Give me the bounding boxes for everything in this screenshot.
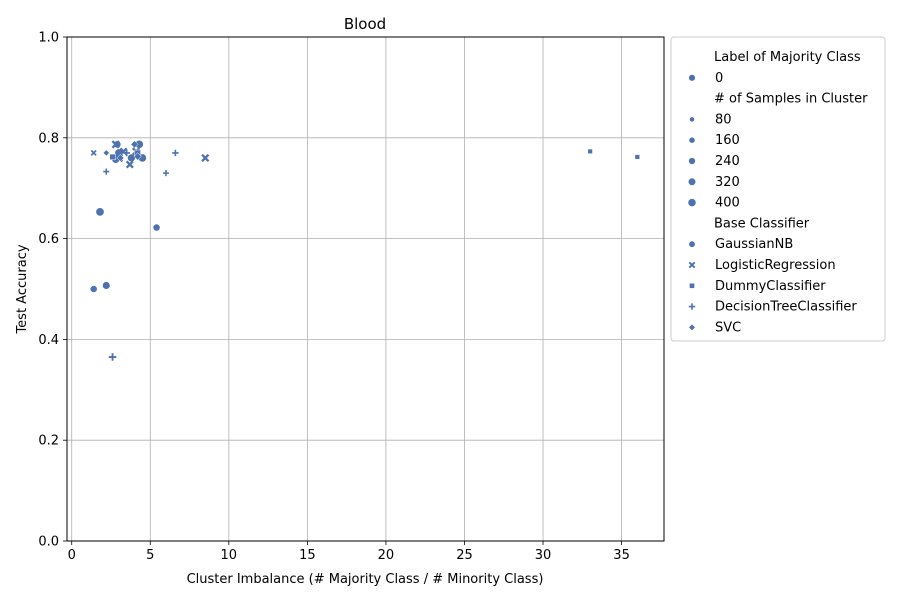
y-tick-label: 0.6 [38,232,59,247]
legend-hue-marker [688,74,696,82]
y-tick-label: 1.0 [38,31,59,46]
y-axis: 0.0 0.2 0.4 0.6 0.8 1.0 [38,31,67,550]
data-point-decisiontreeclassifier [108,353,117,361]
chart-title: Blood [344,15,386,33]
data-point-svc [133,152,142,161]
data-point-decisiontreeclassifier [172,149,179,157]
legend-size-marker [687,177,697,186]
x-tick-label: 20 [378,548,395,563]
legend-size-marker [688,157,696,165]
data-point-dummyclassifier [634,154,640,160]
legend-size-marker [688,136,696,144]
x-tick-label: 30 [535,548,552,563]
data-point-decisiontreeclassifier [123,149,130,157]
data-point-gaussiannb [152,223,161,232]
data-point-gaussiannb [95,207,105,217]
x-tick-label: 10 [221,548,238,563]
x-axis-label: Cluster Imbalance (# Majority Class / # … [187,572,544,587]
data-point-gaussiannb [102,281,111,290]
data-point-decisiontreeclassifier [162,170,170,177]
legend-style-label: LogisticRegression [715,258,836,273]
legend-style-marker-x [688,261,696,269]
legend-size-label: 160 [715,133,740,148]
legend-box [670,36,886,342]
legend-size-label: 240 [715,154,740,169]
data-point-logisticregression [125,160,134,169]
legend-style-marker-plus [688,303,696,310]
x-axis: 0 5 10 15 20 25 30 35 [68,541,630,563]
legend-hue-label: 0 [715,71,723,86]
x-tick-label: 5 [146,548,154,563]
legend-style-label: DummyClassifier [715,279,826,294]
data-point-gaussiannb [127,153,136,163]
data-point-svc [130,140,139,149]
legend-style-title: Base Classifier [714,216,810,231]
legend-style-label: DecisionTreeClassifier [715,300,857,315]
y-axis-label: Test Accuracy [15,244,30,334]
legend-style-label: GaussianNB [715,237,793,252]
data-point-logisticregression [90,149,97,156]
legend-size-label: 320 [715,175,740,190]
x-tick-label: 0 [68,548,76,563]
y-tick-label: 0.0 [38,535,59,550]
legend-size-label: 400 [715,196,740,211]
legend: Label of Majority Class 0 # of Samples in … [670,36,886,342]
data-point-dummyclassifier [587,148,593,155]
legend-style-marker-square [689,282,695,289]
legend-hue-title: Label of Majority Class [714,50,861,65]
x-tick-label: 15 [299,548,316,563]
data-point-dummyclassifier [109,153,116,161]
legend-size-label: 80 [715,112,732,127]
y-tick-label: 0.8 [38,131,59,146]
data-point-logisticregression [111,140,120,149]
legend-size-marker [689,116,695,123]
legend-size-marker [687,198,697,207]
legend-style-marker-circle [688,240,696,248]
data-point-logisticregression [201,153,210,163]
data-points [89,139,640,361]
legend-style-marker-diamond [688,323,696,331]
y-tick-label: 0.4 [38,333,59,348]
y-tick-label: 0.2 [38,434,59,449]
x-tick-label: 25 [456,548,473,563]
legend-size-title: # of Samples in Cluster [714,92,868,107]
data-point-svc [102,149,110,157]
data-point-svc [116,154,125,162]
x-tick-label: 35 [613,548,630,563]
data-point-gaussiannb [89,285,98,293]
legend-style-label: SVC [715,320,741,335]
data-point-decisiontreeclassifier [103,168,110,175]
plot-frame [66,36,665,542]
